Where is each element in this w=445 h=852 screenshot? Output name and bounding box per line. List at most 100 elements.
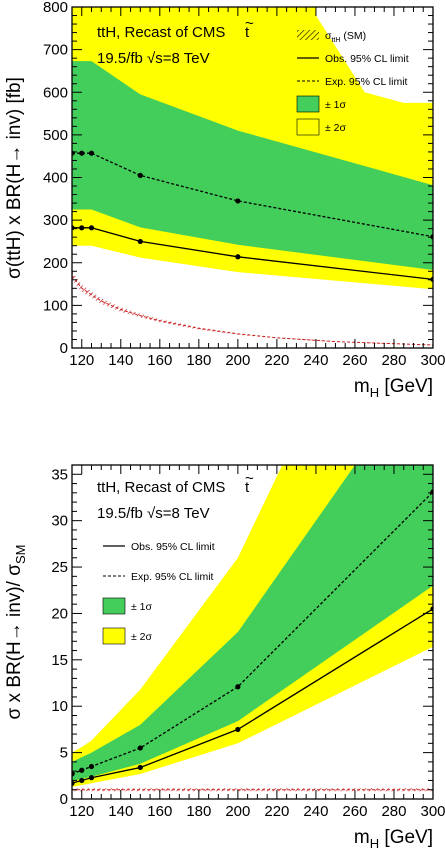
x-axis-title: mH [GeV] [354, 376, 433, 400]
observed-point [79, 777, 85, 784]
observed-point [88, 775, 95, 781]
limit-ratio-chart: Obs. 95% CL limit Exp. 95% CL limit ± 1σ ± … [4, 464, 445, 851]
expected-point [137, 745, 143, 751]
y-tick-label: 35 [51, 466, 68, 483]
legend-label-2sigma: ± 2σ [325, 122, 347, 134]
annotation-tilde: ~ [245, 15, 254, 32]
expected-point [235, 684, 241, 690]
legend-label-sm: σttH (SM) [325, 30, 366, 44]
x-tick-label: 140 [108, 352, 133, 369]
x-tick-label: 260 [342, 803, 367, 820]
y-tick-label: 5 [60, 745, 68, 762]
x-tick-label: 200 [225, 352, 250, 369]
x-tick-label: 140 [108, 803, 133, 820]
x-tick-label: 120 [69, 352, 94, 369]
legend-label-1sigma: ± 1σ [131, 601, 153, 613]
band-1sigma [72, 465, 433, 782]
x-axis-title-unit: [GeV] [379, 376, 433, 397]
x-axis-title: mH [GeV] [354, 827, 433, 851]
plot-area [72, 7, 433, 346]
observed-point [88, 225, 95, 231]
x-tick-label: 280 [381, 803, 406, 820]
limit-cross-section-chart: σttH (SM) Obs. 95% CL limit Exp. 95% CL li… [4, 0, 445, 400]
x-axis-title-main: m [354, 827, 370, 848]
annotation-lumi: 19.5/fb √s=8 TeV [97, 50, 210, 67]
y-tick-label: 800 [43, 0, 68, 16]
x-tick-label: 160 [147, 352, 172, 369]
x-tick-label: 260 [342, 352, 367, 369]
legend-label-1sigma: ± 1σ [325, 99, 347, 111]
expected-point [88, 150, 95, 156]
band-1sigma [72, 61, 433, 270]
y-axis-title-main: σ x BR(H→ inv)/ σ [4, 564, 25, 720]
x-tick-label: 300 [420, 803, 445, 820]
x-tick-label: 220 [264, 352, 289, 369]
y-tick-label: 600 [43, 84, 68, 101]
expected-point [235, 198, 241, 204]
x-tick-label: 180 [186, 803, 211, 820]
annotation-title: ttH, Recast of CMS [97, 24, 225, 41]
expected-point [137, 172, 143, 178]
band-2sigma-upper-gap [315, 7, 433, 103]
x-axis-title-main: m [354, 376, 370, 397]
legend: Obs. 95% CL limit Exp. 95% CL limit ± 1σ ± … [102, 541, 215, 645]
legend-label-expected: Exp. 95% CL limit [325, 76, 408, 88]
axes: 120 140 160 180 200 220 240 260 280 300 0 100 200 300… [43, 0, 445, 369]
observed-point [137, 764, 143, 771]
y-tick-label: 0 [60, 340, 68, 357]
legend-label-observed: Obs. 95% CL limit [131, 541, 215, 553]
y-tick-label: 20 [51, 605, 68, 622]
x-tick-label: 180 [186, 352, 211, 369]
expected-point [79, 767, 85, 773]
y-tick-label: 200 [43, 255, 68, 272]
observed-point [79, 225, 85, 231]
annotation-t: t [245, 24, 250, 41]
y-tick-label: 30 [51, 513, 68, 530]
y-tick-label: 400 [43, 170, 68, 187]
observed-point [137, 238, 143, 245]
annotation-lumi: 19.5/fb √s=8 TeV [97, 505, 210, 522]
legend-swatch-2sigma [296, 118, 320, 136]
y-tick-label: 15 [51, 652, 68, 669]
legend-label-expected: Exp. 95% CL limit [131, 571, 214, 583]
legend-label-2sigma: ± 2σ [131, 631, 153, 643]
x-tick-label: 200 [225, 803, 250, 820]
expected-limit-line [72, 152, 433, 238]
sm-cross-section-line [72, 275, 433, 346]
x-tick-label: 280 [381, 352, 406, 369]
x-tick-label: 300 [420, 352, 445, 369]
x-tick-label: 240 [303, 352, 328, 369]
x-axis-title-sub: H [370, 385, 379, 400]
y-tick-label: 300 [43, 212, 68, 229]
y-axis-title: σ x BR(H→ inv)/ σSM [4, 545, 28, 720]
annotation-tilde: ~ [245, 470, 254, 487]
y-tick-label: 100 [43, 297, 68, 314]
x-tick-label: 220 [264, 803, 289, 820]
legend-swatch-2sigma [102, 627, 126, 645]
y-tick-label: 10 [51, 698, 68, 715]
y-tick-label: 25 [51, 559, 68, 576]
x-axis-title-sub: H [370, 836, 379, 851]
legend-swatch-1sigma [296, 95, 320, 113]
axes: 120 140 160 180 200 220 240 260 280 300 0 5 10 15 20 25… [51, 464, 445, 820]
plot-area [72, 465, 433, 792]
x-tick-label: 120 [69, 803, 94, 820]
y-axis-title: σ(ttH) x BR(H→ inv) [fb] [4, 77, 25, 279]
observed-point [235, 254, 241, 260]
legend: σttH (SM) Obs. 95% CL limit Exp. 95% CL li… [296, 30, 409, 136]
y-tick-label: 0 [60, 791, 68, 808]
legend-swatch-1sigma [102, 597, 126, 615]
y-axis-title-sub: SM [13, 545, 28, 565]
y-tick-label: 500 [43, 127, 68, 144]
y-tick-label: 700 [43, 42, 68, 59]
x-tick-label: 160 [147, 803, 172, 820]
expected-point [79, 150, 85, 156]
annotation-t: t [245, 479, 250, 496]
legend-swatch-sm [297, 30, 319, 40]
observed-point [235, 726, 241, 733]
x-tick-label: 240 [303, 803, 328, 820]
legend-label-observed: Obs. 95% CL limit [325, 53, 409, 65]
expected-limit-line [72, 491, 433, 775]
x-axis-title-unit: [GeV] [379, 827, 433, 848]
